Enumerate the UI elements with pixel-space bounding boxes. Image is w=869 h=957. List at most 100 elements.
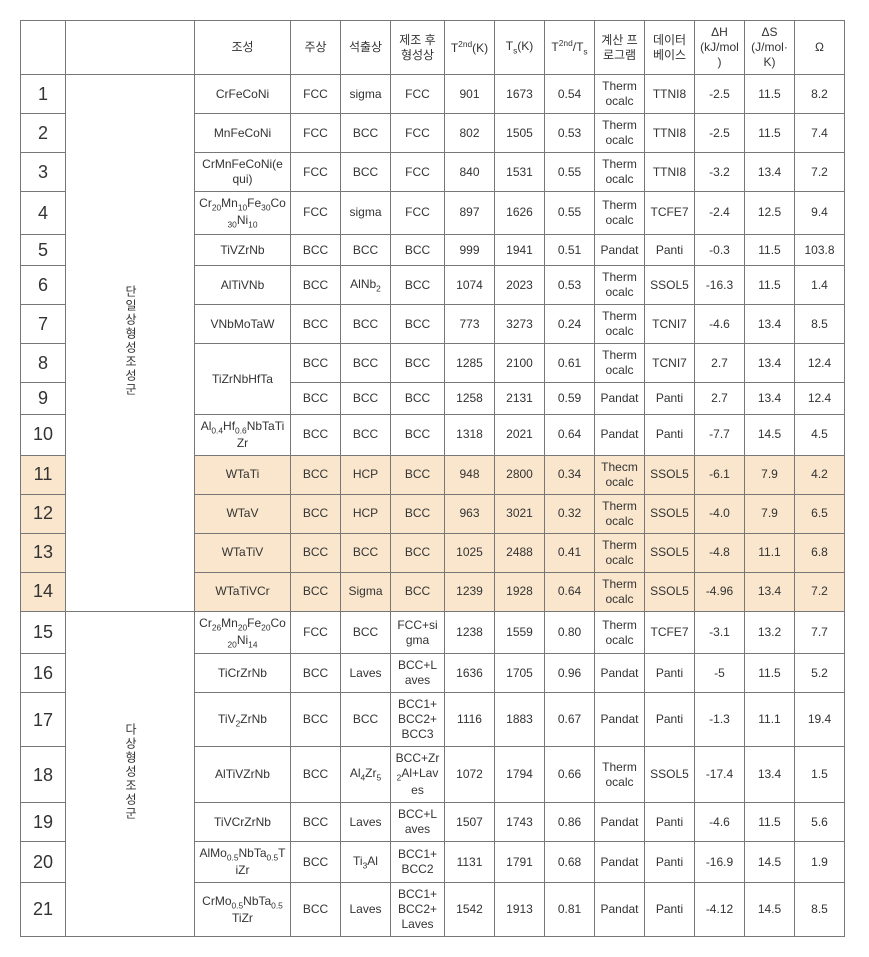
row-index: 1 [21, 75, 66, 114]
header-composition: 조성 [195, 21, 291, 75]
cell-main-phase: BCC [291, 414, 341, 455]
cell-dh: 2.7 [695, 383, 745, 415]
cell-composition: VNbMoTaW [195, 305, 291, 344]
cell-program: Thermocalc [595, 75, 645, 114]
cell-main-phase: BCC [291, 803, 341, 842]
cell-ts: 1913 [495, 883, 545, 937]
header-precip-phase: 석출상 [341, 21, 391, 75]
cell-omega: 12.4 [795, 383, 845, 415]
cell-composition: TiCrZrNb [195, 654, 291, 693]
cell-ts: 1791 [495, 842, 545, 883]
cell-program: Thermocalc [595, 533, 645, 572]
cell-dh: -2.4 [695, 192, 745, 235]
cell-t2nd: 1072 [445, 747, 495, 803]
row-index: 10 [21, 414, 66, 455]
cell-t2nd: 1285 [445, 344, 495, 383]
cell-dh: -3.2 [695, 153, 745, 192]
cell-database: TTNI8 [645, 75, 695, 114]
row-index: 17 [21, 693, 66, 747]
cell-dh: -5 [695, 654, 745, 693]
cell-database: TTNI8 [645, 114, 695, 153]
cell-ts: 3273 [495, 305, 545, 344]
row-index: 6 [21, 266, 66, 305]
cell-composition: WTaTiVCr [195, 572, 291, 611]
cell-database: SSOL5 [645, 747, 695, 803]
cell-t2nd: 1116 [445, 693, 495, 747]
cell-t2nd: 802 [445, 114, 495, 153]
header-dh: ΔH (kJ/mol) [695, 21, 745, 75]
cell-formed-phase: FCC [391, 75, 445, 114]
cell-formed-phase: BCC [391, 494, 445, 533]
cell-composition: AlMo0.5NbTa0.5TiZr [195, 842, 291, 883]
cell-omega: 7.2 [795, 572, 845, 611]
cell-main-phase: BCC [291, 654, 341, 693]
cell-composition: Al0.4Hf0.6NbTaTiZr [195, 414, 291, 455]
cell-ds: 13.4 [745, 747, 795, 803]
cell-ts: 3021 [495, 494, 545, 533]
header-formed-phase: 제조 후 형성상 [391, 21, 445, 75]
row-index: 19 [21, 803, 66, 842]
cell-precip-phase: HCP [341, 494, 391, 533]
cell-ratio: 0.32 [545, 494, 595, 533]
cell-composition: CrMo0.5NbTa0.5TiZr [195, 883, 291, 937]
cell-t2nd: 1238 [445, 611, 495, 654]
cell-dh: -4.0 [695, 494, 745, 533]
cell-t2nd: 1507 [445, 803, 495, 842]
cell-ratio: 0.81 [545, 883, 595, 937]
cell-program: Thermocalc [595, 114, 645, 153]
cell-main-phase: BCC [291, 693, 341, 747]
header-program: 계산 프로그램 [595, 21, 645, 75]
header-ds: ΔS (J/mol·K) [745, 21, 795, 75]
cell-ratio: 0.80 [545, 611, 595, 654]
cell-composition: MnFeCoNi [195, 114, 291, 153]
cell-main-phase: BCC [291, 383, 341, 415]
cell-ts: 1883 [495, 693, 545, 747]
cell-formed-phase: BCC [391, 414, 445, 455]
cell-omega: 4.2 [795, 455, 845, 494]
row-index: 20 [21, 842, 66, 883]
cell-composition: TiVCrZrNb [195, 803, 291, 842]
cell-ts: 1505 [495, 114, 545, 153]
cell-ts: 2100 [495, 344, 545, 383]
cell-omega: 7.7 [795, 611, 845, 654]
table-row: 15다상형성조성군Cr26Mn20Fe20Co20Ni14FCCBCCFCC+s… [21, 611, 845, 654]
cell-main-phase: BCC [291, 533, 341, 572]
cell-formed-phase: BCC [391, 572, 445, 611]
cell-program: Thermocalc [595, 192, 645, 235]
cell-formed-phase: BCC [391, 533, 445, 572]
cell-t2nd: 999 [445, 234, 495, 266]
cell-dh: -0.3 [695, 234, 745, 266]
cell-composition: Cr26Mn20Fe20Co20Ni14 [195, 611, 291, 654]
cell-dh: -4.6 [695, 305, 745, 344]
cell-program: Thermocalc [595, 266, 645, 305]
cell-ts: 1794 [495, 747, 545, 803]
cell-ts: 2023 [495, 266, 545, 305]
cell-omega: 5.2 [795, 654, 845, 693]
row-index: 12 [21, 494, 66, 533]
cell-precip-phase: BCC [341, 611, 391, 654]
cell-main-phase: BCC [291, 455, 341, 494]
cell-ts: 1928 [495, 572, 545, 611]
row-index: 13 [21, 533, 66, 572]
cell-composition: TiV2ZrNb [195, 693, 291, 747]
cell-ratio: 0.34 [545, 455, 595, 494]
cell-program: Thermocalc [595, 747, 645, 803]
row-index: 15 [21, 611, 66, 654]
cell-program: Pandat [595, 693, 645, 747]
header-t2nd: T2nd(K) [445, 21, 495, 75]
cell-formed-phase: FCC [391, 192, 445, 235]
row-index: 16 [21, 654, 66, 693]
row-index: 2 [21, 114, 66, 153]
header-database: 데이터 베이스 [645, 21, 695, 75]
cell-formed-phase: BCC1+BCC2+Laves [391, 883, 445, 937]
cell-precip-phase: BCC [341, 533, 391, 572]
cell-composition: WTaTi [195, 455, 291, 494]
cell-formed-phase: BCC [391, 234, 445, 266]
cell-precip-phase: Sigma [341, 572, 391, 611]
cell-t2nd: 948 [445, 455, 495, 494]
cell-omega: 4.5 [795, 414, 845, 455]
cell-t2nd: 1074 [445, 266, 495, 305]
cell-database: TCNI7 [645, 344, 695, 383]
cell-ds: 13.4 [745, 344, 795, 383]
cell-program: Thermocalc [595, 344, 645, 383]
